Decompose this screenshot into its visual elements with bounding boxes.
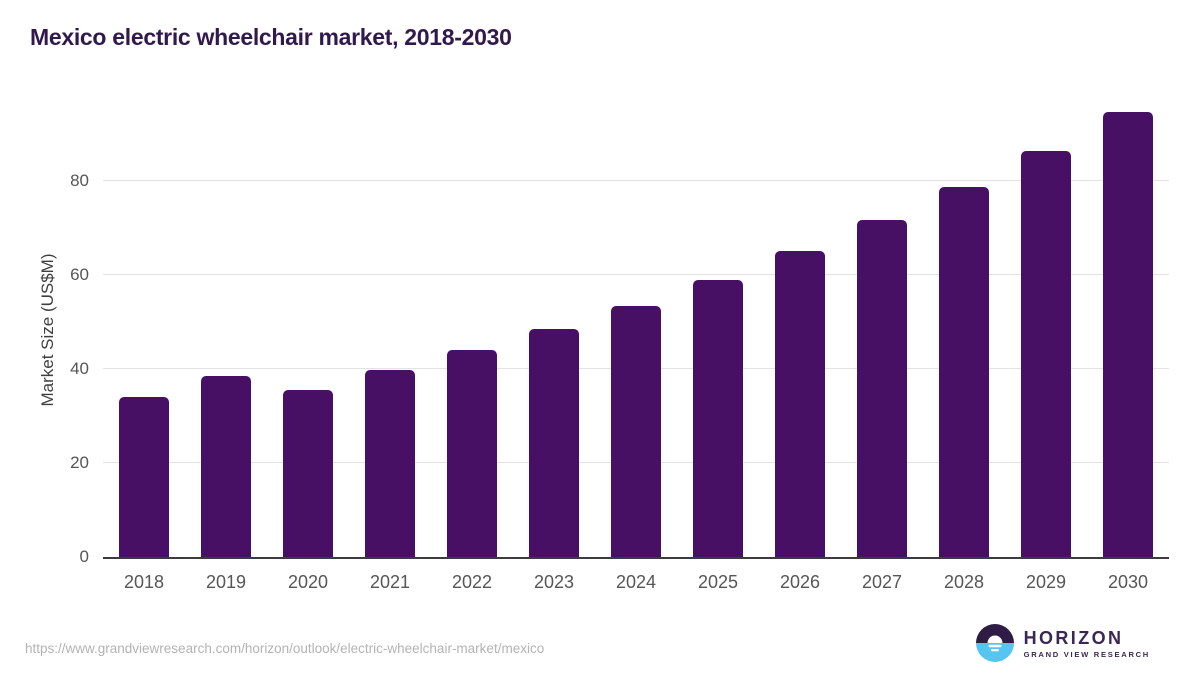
y-tick-label: 20 — [70, 452, 89, 472]
x-tick-label: 2022 — [451, 572, 493, 592]
bar — [365, 370, 415, 557]
logo-name: HORIZON — [1023, 627, 1124, 648]
chart-title: Mexico electric wheelchair market, 2018-… — [30, 24, 512, 50]
x-tick-label: 2023 — [533, 572, 575, 592]
x-axis-line — [103, 557, 1169, 559]
logo-text: HORIZON GRAND VIEW RESEARCH — [1024, 628, 1150, 659]
horizon-logo: HORIZON GRAND VIEW RESEARCH — [975, 623, 1150, 663]
x-tick-label: 2024 — [615, 572, 657, 592]
x-tick-label: 2018 — [123, 572, 165, 592]
bar — [447, 350, 497, 557]
bar — [283, 389, 333, 557]
x-tick-label: 2020 — [287, 572, 329, 592]
y-tick-label: 0 — [79, 547, 89, 566]
horizon-sun-icon — [975, 624, 1014, 662]
footer: https://www.grandviewresearch.com/horizo… — [0, 617, 1200, 675]
bar — [119, 397, 169, 557]
bar — [857, 219, 907, 557]
gridline — [103, 274, 1169, 276]
x-tick-label: 2025 — [697, 572, 739, 592]
x-tick-label: 2019 — [205, 572, 247, 592]
source-url: https://www.grandviewresearch.com/horizo… — [25, 641, 545, 656]
x-tick-label: 2028 — [943, 572, 985, 592]
bar — [611, 305, 661, 557]
x-tick-label: 2029 — [1025, 572, 1067, 592]
x-tick-label: 2021 — [369, 572, 411, 592]
x-tick-label: 2027 — [861, 572, 903, 592]
gridline — [103, 180, 1169, 182]
bar — [529, 329, 579, 557]
y-tick-label: 80 — [70, 170, 89, 190]
bar — [1021, 151, 1071, 557]
x-tick-label: 2030 — [1107, 572, 1149, 592]
y-tick-label: 40 — [70, 358, 89, 378]
bar — [201, 375, 251, 557]
y-tick-label: 60 — [70, 264, 89, 284]
bar — [1103, 112, 1153, 557]
bar — [693, 279, 743, 557]
bar — [775, 251, 825, 557]
logo-subtitle: GRAND VIEW RESEARCH — [1023, 649, 1150, 659]
bar — [939, 186, 989, 557]
x-tick-label: 2026 — [779, 572, 821, 592]
